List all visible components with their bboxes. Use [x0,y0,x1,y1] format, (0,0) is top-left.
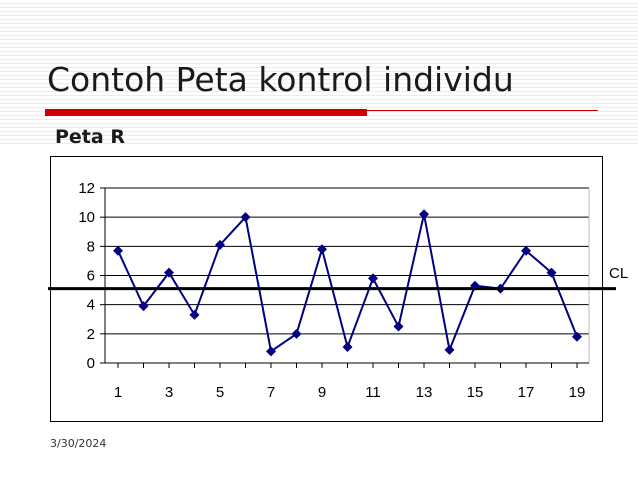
axes [100,187,590,368]
y-tick-labels: 0 2 4 6 8 10 12 [78,180,95,372]
x-tick-label: 13 [416,384,433,401]
x-tick-label: 9 [318,384,326,401]
data-point-marker [113,245,123,256]
data-point-marker [138,301,149,312]
data-point-marker [546,267,557,278]
gridlines [105,187,589,335]
data-point-marker [342,341,353,352]
cl-label: CL [609,265,628,282]
x-tick-label: 1 [114,384,122,401]
data-point-marker [572,331,582,342]
footer-date: 3/30/2024 [50,437,107,450]
data-point-marker [189,309,200,320]
data-point-marker [393,321,404,332]
y-tick-label: 10 [78,209,95,226]
data-point-marker [266,346,276,357]
x-tick-label: 11 [365,384,381,401]
data-point-marker [368,273,378,284]
title-accent-bar [45,109,367,116]
title-accent-line [367,110,598,111]
x-tick-labels: 1 3 5 7 9 11 13 15 17 19 [114,384,586,401]
y-tick-label: 4 [87,297,95,314]
y-tick-label: 8 [87,238,95,255]
background-stripes [0,0,638,145]
chart-heading: Peta R [55,126,125,148]
x-tick-label: 17 [518,384,535,401]
x-tick-label: 3 [165,384,173,401]
y-tick-label: 6 [87,268,95,285]
y-tick-label: 12 [78,180,95,197]
data-point-marker [419,209,429,220]
data-point-marker [444,344,455,355]
data-point-marker [317,244,327,255]
data-point-marker [240,212,251,223]
data-point-marker [521,245,531,256]
x-tick-label: 5 [216,384,224,401]
y-tick-label: 2 [87,326,95,343]
x-tick-label: 7 [267,384,275,401]
data-point-marker [215,239,225,250]
y-tick-label: 0 [87,355,95,372]
data-point-marker [164,267,174,278]
data-point-marker [291,328,302,339]
x-tick-label: 15 [467,384,484,401]
slide-title: Contoh Peta kontrol individu [47,60,514,99]
series-line [117,214,578,354]
reference-line-group: CL [48,265,628,291]
x-tick-label: 19 [569,384,586,401]
